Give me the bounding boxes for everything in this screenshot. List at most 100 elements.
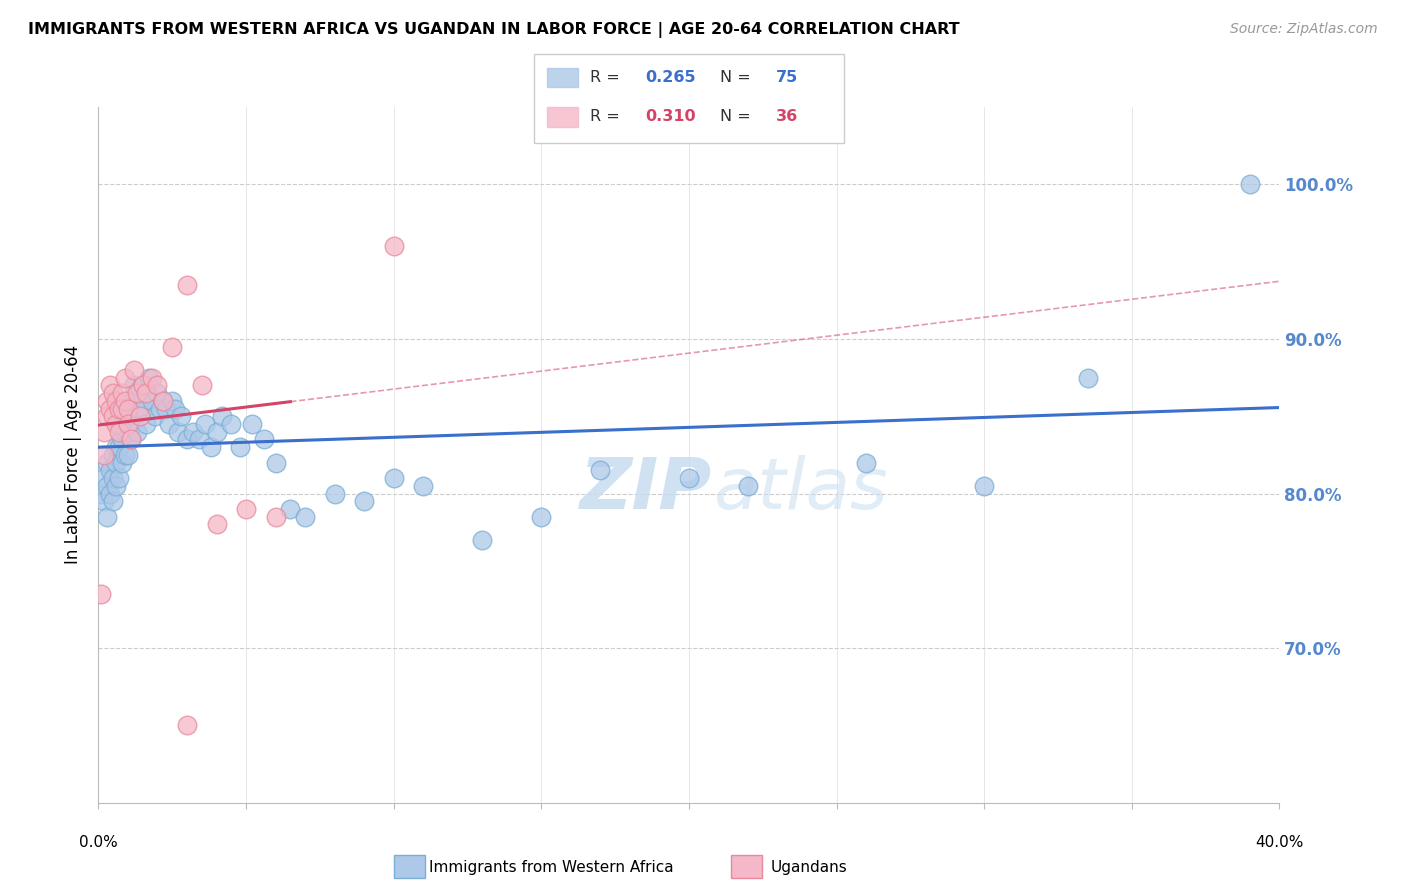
Point <box>135 417 157 431</box>
Text: IMMIGRANTS FROM WESTERN AFRICA VS UGANDAN IN LABOR FORCE | AGE 20-64 CORRELATION: IMMIGRANTS FROM WESTERN AFRICA VS UGANDA… <box>28 22 960 38</box>
Point <box>146 386 169 401</box>
Point <box>93 448 115 462</box>
Point <box>162 340 183 354</box>
Point <box>117 401 139 416</box>
Point <box>111 386 134 401</box>
Point <box>93 494 115 508</box>
Point <box>135 386 157 401</box>
Text: 75: 75 <box>776 70 797 85</box>
Point <box>205 517 228 532</box>
Point <box>125 425 148 439</box>
Point <box>96 479 118 493</box>
Point <box>132 401 155 416</box>
Point <box>132 378 155 392</box>
Point <box>219 417 242 431</box>
Point <box>108 417 131 431</box>
Point <box>165 401 187 416</box>
Point <box>93 425 115 439</box>
Point <box>103 471 125 485</box>
Text: ZIP: ZIP <box>581 455 713 524</box>
Text: Ugandans: Ugandans <box>770 860 848 874</box>
Point <box>122 378 145 392</box>
Point <box>117 417 139 431</box>
Point <box>98 486 121 500</box>
Point <box>103 448 125 462</box>
Y-axis label: In Labor Force | Age 20-64: In Labor Force | Age 20-64 <box>65 345 83 565</box>
Point <box>323 486 346 500</box>
Point <box>264 456 287 470</box>
Point <box>278 502 302 516</box>
Point <box>120 433 142 447</box>
Point <box>96 509 118 524</box>
Point <box>96 409 118 424</box>
Point <box>114 370 136 384</box>
Point <box>678 471 700 485</box>
Text: 0.265: 0.265 <box>645 70 696 85</box>
Point <box>194 417 217 431</box>
Point <box>117 448 139 462</box>
Point <box>737 479 759 493</box>
Bar <box>547 107 578 127</box>
Point <box>98 401 121 416</box>
Point <box>108 440 131 454</box>
Point <box>114 448 136 462</box>
Point <box>152 393 174 408</box>
Point <box>141 393 163 408</box>
Point <box>170 409 193 424</box>
Point <box>114 425 136 439</box>
Point <box>294 509 316 524</box>
Point <box>105 456 128 470</box>
Point <box>264 509 287 524</box>
Point <box>1077 370 1099 384</box>
Point <box>108 471 131 485</box>
Point <box>138 370 160 384</box>
Text: Source: ZipAtlas.com: Source: ZipAtlas.com <box>1230 22 1378 37</box>
Point <box>105 479 128 493</box>
Point <box>176 277 198 292</box>
Point <box>120 393 142 408</box>
Point <box>117 425 139 439</box>
Point <box>167 425 190 439</box>
Point <box>96 456 118 470</box>
Point <box>120 433 142 447</box>
Point <box>122 409 145 424</box>
Point <box>162 393 183 408</box>
Point <box>382 471 405 485</box>
Point <box>122 363 145 377</box>
Point <box>235 502 257 516</box>
Point <box>200 440 222 454</box>
Point <box>96 393 118 408</box>
Point <box>105 417 128 431</box>
Point <box>973 479 995 493</box>
Point <box>98 463 121 477</box>
Point <box>412 479 434 493</box>
Point <box>125 386 148 401</box>
Point <box>589 463 612 477</box>
Bar <box>547 68 578 87</box>
Text: N =: N = <box>720 110 756 124</box>
Point <box>111 433 134 447</box>
Point <box>205 425 228 439</box>
Point <box>108 425 131 439</box>
Point <box>191 378 214 392</box>
Point <box>176 718 198 732</box>
Point <box>93 471 115 485</box>
Point <box>143 409 166 424</box>
Point <box>157 417 180 431</box>
Point <box>114 393 136 408</box>
Point <box>353 494 375 508</box>
Point <box>90 587 112 601</box>
Point <box>471 533 494 547</box>
Point <box>855 456 877 470</box>
Point <box>128 409 150 424</box>
Point <box>181 425 204 439</box>
Point <box>530 509 553 524</box>
Point <box>98 378 121 392</box>
Point <box>111 401 134 416</box>
Point <box>155 401 177 416</box>
FancyBboxPatch shape <box>534 54 844 143</box>
Point <box>141 370 163 384</box>
Point <box>132 378 155 392</box>
Text: N =: N = <box>720 70 756 85</box>
Point <box>152 393 174 408</box>
